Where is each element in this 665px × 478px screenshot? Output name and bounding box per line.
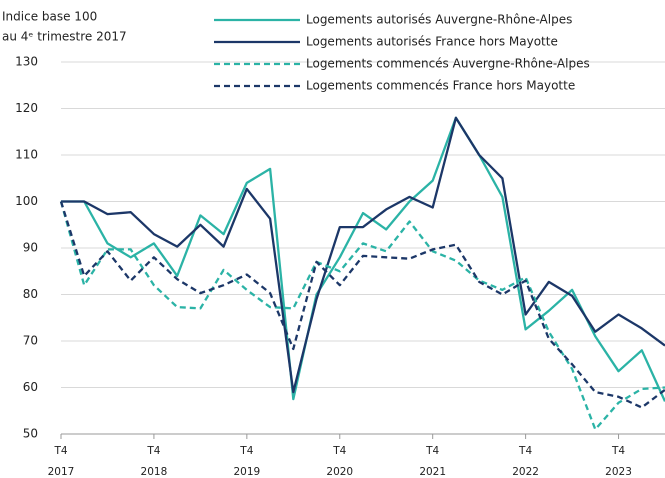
y-tick-label: 100 bbox=[15, 194, 38, 208]
legend-label: Logements autorisés France hors Mayotte bbox=[306, 35, 558, 49]
x-tick-label: T4 bbox=[425, 445, 439, 457]
series-line bbox=[59, 201, 665, 409]
x-tick-label: 2021 bbox=[419, 466, 446, 478]
y-tick-label: 130 bbox=[15, 55, 38, 69]
series-line bbox=[61, 116, 665, 394]
x-tick-label: T4 bbox=[611, 445, 625, 457]
series-line bbox=[59, 201, 665, 431]
y-tick-label: 50 bbox=[23, 427, 38, 441]
x-tick-label: T4 bbox=[146, 445, 160, 457]
y-tick-label: 120 bbox=[15, 101, 38, 115]
y-tick-label: 110 bbox=[15, 148, 38, 162]
legend-label: Logements commencés France hors Mayotte bbox=[306, 79, 575, 93]
x-tick-label: 2017 bbox=[48, 466, 75, 478]
x-tick-label: T4 bbox=[239, 445, 253, 457]
x-tick-label: 2023 bbox=[605, 466, 632, 478]
legend-label: Logements commencés Auvergne-Rhône-Alpes bbox=[306, 57, 590, 71]
y-axis-label: Indice base 100 bbox=[2, 10, 97, 24]
x-tick-label: T4 bbox=[332, 445, 346, 457]
legend-label: Logements autorisés Auvergne-Rhône-Alpes bbox=[306, 13, 572, 27]
y-axis-label: au 4ᵉ trimestre 2017 bbox=[2, 30, 127, 44]
x-tick-label: 2020 bbox=[326, 466, 353, 478]
y-tick-label: 80 bbox=[23, 287, 38, 301]
x-tick-label: 2019 bbox=[233, 466, 260, 478]
series-line bbox=[61, 116, 665, 402]
y-tick-label: 60 bbox=[23, 380, 38, 394]
x-tick-label: 2022 bbox=[512, 466, 539, 478]
y-tick-label: 70 bbox=[23, 334, 38, 348]
x-tick-label: 2018 bbox=[141, 466, 168, 478]
y-tick-label: 90 bbox=[23, 241, 38, 255]
x-tick-label: T4 bbox=[53, 445, 67, 457]
x-tick-label: T4 bbox=[518, 445, 532, 457]
